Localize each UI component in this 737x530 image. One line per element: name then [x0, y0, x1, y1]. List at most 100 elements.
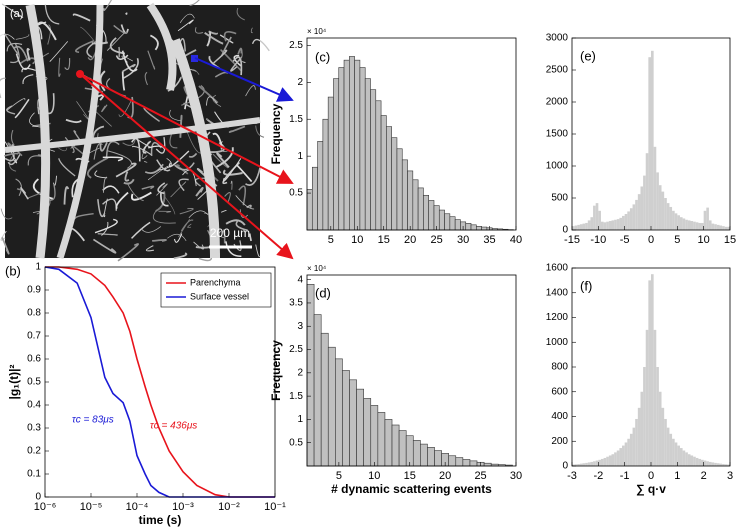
- vessel: [167, 233, 187, 242]
- vessel: [149, 34, 159, 51]
- bar: [679, 217, 683, 230]
- bar: [685, 452, 688, 466]
- vessel: [219, 34, 234, 44]
- vessel: [164, 195, 176, 215]
- vessel: [156, 183, 168, 196]
- bar: [444, 213, 451, 231]
- vessel: [115, 191, 129, 210]
- vessel: [125, 12, 128, 15]
- bar: [629, 433, 633, 466]
- bar: [338, 67, 345, 231]
- bar: [579, 463, 583, 466]
- x-tick-label: 5: [336, 470, 342, 482]
- y-tick-label: 2.5: [289, 40, 303, 51]
- bar: [701, 459, 704, 466]
- bar: [587, 220, 591, 230]
- bar: [349, 56, 355, 231]
- bar: [356, 388, 364, 467]
- bar: [706, 461, 709, 466]
- bar: [616, 450, 620, 466]
- vessel: [148, 145, 165, 150]
- bar: [698, 458, 702, 466]
- bar: [622, 445, 625, 466]
- bar: [651, 50, 654, 230]
- vessel: [145, 245, 154, 252]
- bar: [370, 89, 377, 231]
- bar: [690, 455, 694, 466]
- vessel: [236, 7, 245, 21]
- bar: [656, 172, 659, 230]
- vessel: [4, 152, 19, 157]
- bar: [722, 226, 725, 230]
- bar: [335, 358, 343, 467]
- x-tick-label: 30: [510, 470, 522, 482]
- vessel: [20, 187, 29, 200]
- x-tick-label: 25: [431, 234, 443, 246]
- bar: [311, 166, 318, 231]
- bar: [666, 427, 670, 466]
- vessel: [225, 241, 242, 257]
- vessel: [228, 125, 246, 133]
- bar: [342, 370, 350, 467]
- x-tick-label: 0: [648, 234, 654, 246]
- vessel: [181, 85, 205, 106]
- vessel: [117, 243, 139, 262]
- bar: [711, 462, 715, 466]
- x-tick-label: -10: [590, 234, 606, 246]
- bar: [653, 146, 657, 230]
- x-axis-label: # dynamic scattering events: [331, 482, 492, 496]
- vessel: [0, 208, 13, 220]
- y-tick-label: 2500: [546, 65, 569, 76]
- vessel: [230, 180, 233, 190]
- y-tick-label: 0.4: [27, 400, 41, 411]
- vessel: [155, 137, 166, 154]
- x-tick-label: 20: [439, 470, 451, 482]
- vessel: [97, 233, 118, 236]
- vessel: [101, 104, 108, 113]
- bar: [624, 214, 628, 230]
- vessel: [124, 171, 130, 182]
- bar: [590, 461, 594, 466]
- vessel: [105, 140, 120, 159]
- vessel: [140, 226, 162, 233]
- vessel: [115, 162, 137, 178]
- microscopy-image: [0, 0, 270, 262]
- bar: [600, 458, 604, 466]
- vessel: [188, 152, 198, 158]
- bar: [606, 456, 609, 466]
- y-tick-label: 0.5: [289, 188, 303, 199]
- bar: [608, 221, 612, 230]
- vessel: [75, 40, 94, 53]
- vessel: [212, 94, 222, 108]
- bar: [407, 170, 414, 231]
- legend-label: Parenchyma: [190, 277, 241, 287]
- bar: [685, 219, 688, 230]
- bar: [724, 464, 728, 466]
- vessel: [121, 71, 126, 91]
- bar: [587, 462, 591, 466]
- bar: [595, 460, 599, 466]
- bar: [643, 175, 646, 230]
- bar: [396, 148, 403, 231]
- y-tick-label: 0.5: [27, 377, 41, 388]
- bar: [708, 220, 712, 230]
- x-tick-label: 5: [328, 234, 334, 246]
- scale-bar-label: 200 µm: [210, 226, 250, 240]
- y-tick-label: 1500: [546, 129, 569, 140]
- vessel: [225, 219, 246, 226]
- bar: [616, 219, 620, 230]
- y-tick-label: 200: [551, 436, 568, 447]
- panel-label: (a): [10, 8, 23, 20]
- vessel: [173, 233, 183, 243]
- vessel: [4, 141, 18, 164]
- vessel: [147, 165, 169, 181]
- vessel: [245, 167, 261, 186]
- bar: [391, 137, 398, 231]
- x-tick-label: -3: [567, 470, 577, 482]
- bar: [661, 407, 665, 466]
- bar: [585, 462, 588, 466]
- vessel: [131, 145, 152, 156]
- vessel: [173, 252, 188, 260]
- vessel: [107, 31, 126, 51]
- vessel: [206, 31, 212, 47]
